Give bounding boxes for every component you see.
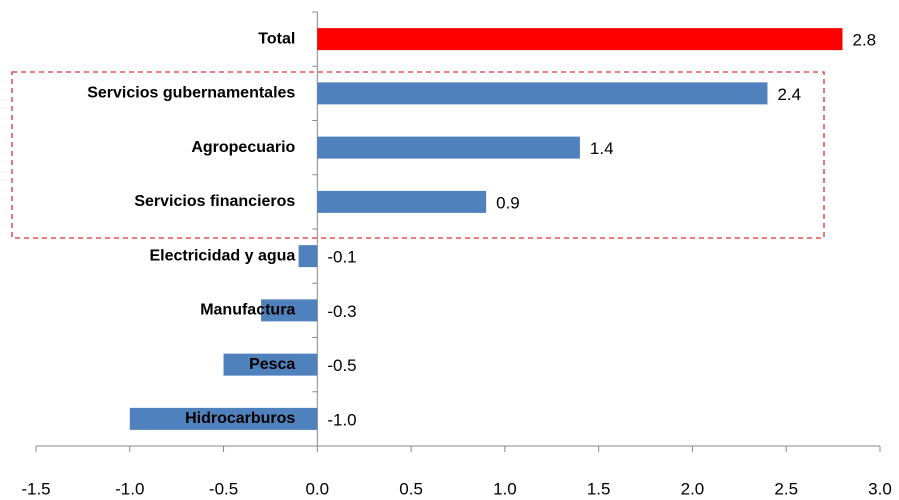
value-label: -0.5 [327,356,356,375]
bar [317,136,580,159]
bar [298,245,318,268]
value-label: 0.9 [496,193,520,212]
x-tick-label: 2.0 [681,479,705,498]
bar [223,353,318,376]
category-label: Servicios gubernamentales [87,85,295,102]
value-label: -0.1 [327,248,356,267]
x-tick-label: 0.5 [399,479,423,498]
category-label: Pesca [249,356,295,373]
x-tick-label: 0.0 [306,479,330,498]
value-label: 2.8 [852,31,876,50]
x-tick-label: 1.0 [493,479,517,498]
x-tick-label: -0.5 [209,479,238,498]
x-tick-label: 3.0 [868,479,892,498]
highlight-box [11,71,825,239]
bar [317,190,487,213]
category-label: Electricidad y agua [149,247,295,264]
x-tick-label: -1.0 [115,479,144,498]
category-label: Servicios financieros [134,193,295,210]
bar [317,82,768,105]
value-label: -1.0 [327,410,356,429]
category-label: Hidrocarburos [185,410,295,427]
bar [129,407,318,430]
x-tick-label: -1.5 [21,479,50,498]
category-label: Total [258,30,295,47]
category-label: Manufactura [200,302,295,319]
x-tick-label: 2.5 [774,479,798,498]
bar [261,299,318,322]
value-label: 1.4 [590,139,614,158]
value-label: -0.3 [327,302,356,321]
category-label: Agropecuario [191,139,295,156]
value-label: 2.4 [777,85,801,104]
bar [317,28,843,51]
x-tick-label: 1.5 [587,479,611,498]
